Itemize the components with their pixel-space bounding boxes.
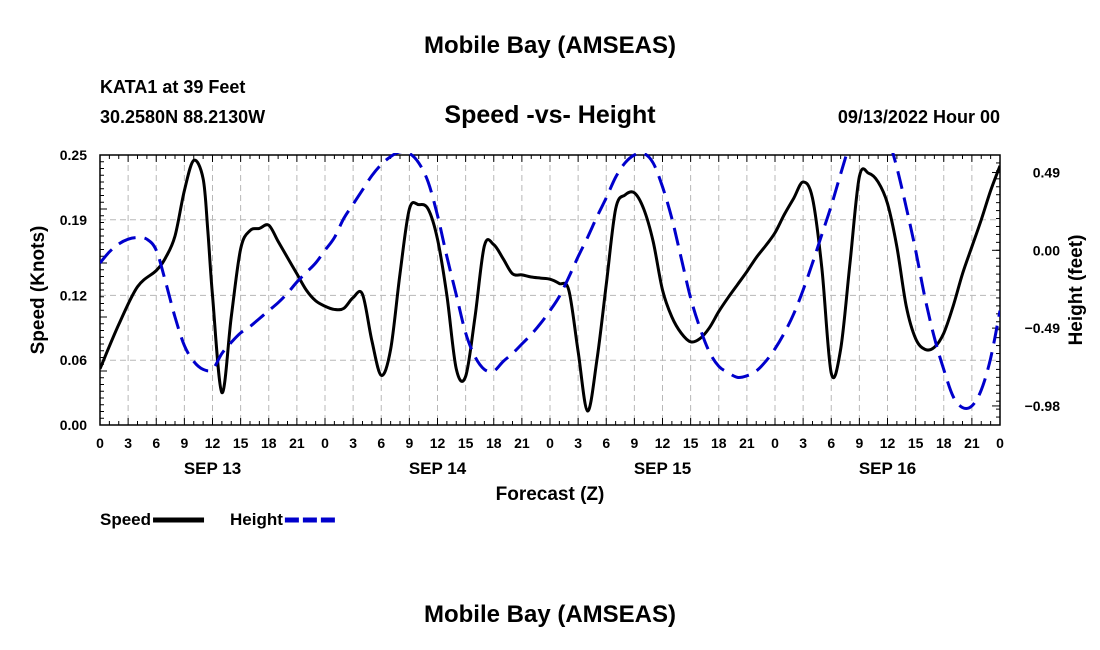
x-tick-label: 3	[574, 435, 582, 451]
x-tick-label: 15	[458, 435, 474, 451]
x-tick-label: 12	[880, 435, 896, 451]
y2-tick-label: −0.98	[1025, 398, 1061, 414]
y-tick-label: 0.25	[60, 147, 87, 163]
footer-title: Mobile Bay (AMSEAS)	[423, 601, 677, 628]
day-label: SEP 16	[859, 459, 916, 478]
x-tick-label: 9	[405, 435, 413, 451]
x-tick-label: 15	[683, 435, 699, 451]
x-tick-label: 21	[514, 435, 530, 451]
day-label: SEP 14	[409, 459, 467, 478]
x-tick-label: 0	[321, 435, 329, 451]
x-tick-label: 21	[964, 435, 980, 451]
x-tick-label: 6	[602, 435, 610, 451]
y-tick-label: 0.00	[60, 417, 87, 433]
x-tick-label: 3	[124, 435, 132, 451]
x-tick-label: 3	[349, 435, 357, 451]
y2-axis-title: Height (feet)	[1066, 235, 1087, 346]
y-tick-label: 0.19	[60, 212, 87, 228]
x-tick-label: 9	[855, 435, 863, 451]
day-label: SEP 13	[184, 459, 241, 478]
y2-tick-label: 0.49	[1033, 164, 1060, 180]
station-label: KATA1 at 39 Feet	[100, 77, 246, 97]
x-tick-label: 15	[908, 435, 924, 451]
x-tick-label: 0	[771, 435, 779, 451]
y2-tick-label: −0.49	[1025, 320, 1061, 336]
x-tick-label: 21	[289, 435, 305, 451]
x-tick-label: 18	[936, 435, 952, 451]
forecast-datetime: 09/13/2022 Hour 00	[837, 107, 1000, 127]
x-tick-label: 18	[486, 435, 502, 451]
legend-label-speed: Speed	[100, 510, 151, 529]
x-tick-label: 6	[152, 435, 160, 451]
x-tick-label: 18	[711, 435, 727, 451]
x-tick-label: 0	[996, 435, 1004, 451]
x-tick-label: 6	[827, 435, 835, 451]
chart-subtitle: Speed -vs- Height	[444, 101, 656, 129]
x-axis-title: Forecast (Z)	[496, 484, 605, 505]
x-tick-label: 21	[739, 435, 755, 451]
x-tick-label: 12	[205, 435, 221, 451]
x-tick-label: 9	[630, 435, 638, 451]
series-line-speed	[100, 158, 1000, 413]
y2-tick-label: 0.00	[1033, 242, 1060, 258]
legend-label-height: Height	[230, 510, 283, 529]
day-label: SEP 15	[634, 459, 691, 478]
station-coordinates: 30.2580N 88.2130W	[100, 107, 266, 127]
y-tick-label: 0.12	[60, 287, 87, 303]
y-axis-title: Speed (Knots)	[28, 226, 49, 355]
x-tick-label: 12	[655, 435, 671, 451]
page-title: Mobile Bay (AMSEAS)	[423, 32, 677, 59]
x-tick-label: 15	[233, 435, 249, 451]
x-tick-label: 0	[546, 435, 554, 451]
y-tick-label: 0.06	[60, 352, 87, 368]
x-tick-label: 0	[96, 435, 104, 451]
x-tick-label: 12	[430, 435, 446, 451]
x-tick-label: 18	[261, 435, 277, 451]
x-tick-label: 6	[377, 435, 385, 451]
x-tick-label: 9	[180, 435, 188, 451]
x-tick-label: 3	[799, 435, 807, 451]
